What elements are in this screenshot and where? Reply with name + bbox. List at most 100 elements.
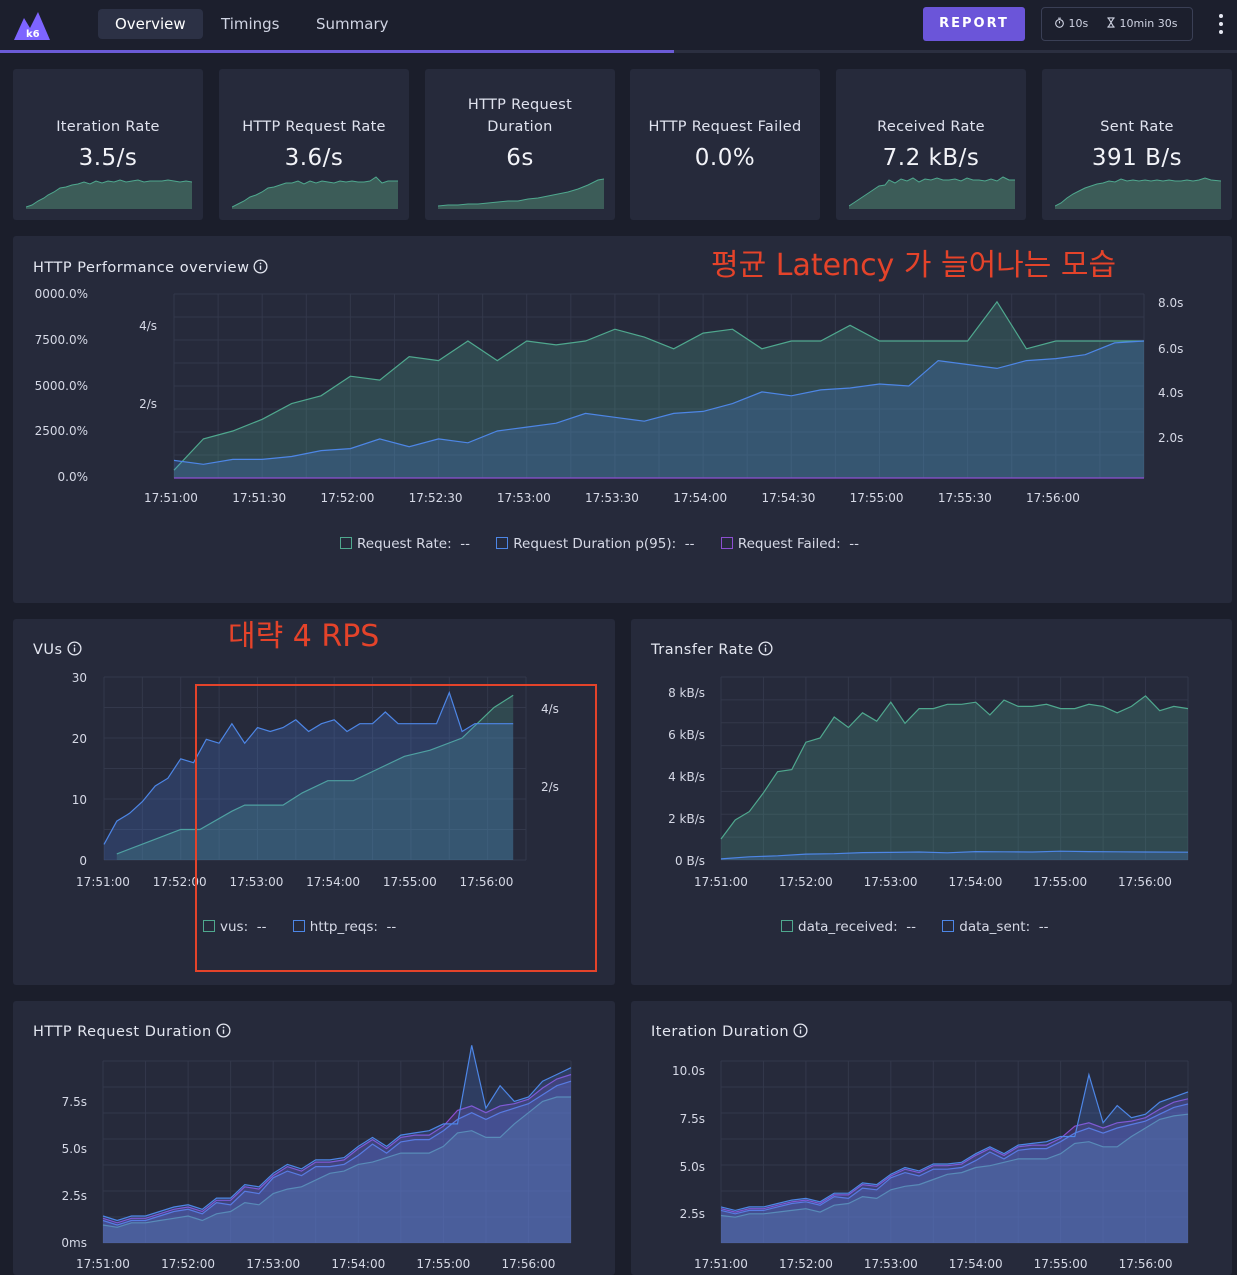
- panel-title: VUs: [33, 641, 82, 658]
- report-button[interactable]: REPORT: [923, 7, 1025, 41]
- x-axis-tick-label: 17:51:00: [694, 1257, 748, 1271]
- x-axis-tick-label: 17:55:00: [383, 875, 437, 889]
- elapsed-time: 10min 30s: [1106, 8, 1177, 40]
- legend-label: vus: [220, 919, 244, 935]
- y-axis-duration-tick-label: 6.0s: [1158, 342, 1183, 356]
- stopwatch-icon: [1055, 17, 1064, 28]
- x-axis-tick-label: 17:53:00: [246, 1257, 300, 1271]
- rps-annotation-box: [195, 684, 597, 972]
- y-axis-tick-label: 8 kB/s: [668, 686, 705, 700]
- tab-summary[interactable]: Summary: [316, 15, 389, 33]
- panel-title: Iteration Duration: [651, 1023, 808, 1040]
- x-axis-tick-label: 17:56:00: [460, 875, 514, 889]
- series-max-3-area: [721, 1074, 1188, 1243]
- series-p-90--1-line: [720, 1103, 1189, 1215]
- y-axis-tick-label: 7.5s: [62, 1095, 87, 1109]
- legend-label: data_sent: [959, 919, 1026, 935]
- legend-label: Request Rate: [357, 536, 448, 552]
- series-max-3-line: [102, 1045, 572, 1222]
- y-axis-tick-label: 0ms: [61, 1236, 87, 1250]
- y-axis-failed-tick-label: 2500.0%: [35, 424, 88, 438]
- vus-chart: 17:51:00 17:52:00 17:53:00 17:54:00 17:55:00…: [72, 671, 559, 889]
- test-progress-bar: [0, 50, 1237, 53]
- series-http-reqs-line: [103, 690, 514, 845]
- info-icon[interactable]: [793, 1023, 808, 1038]
- y-axis-vus-tick-label: 10: [72, 793, 87, 807]
- y-axis-failed-tick-label: 0.0%: [58, 470, 89, 484]
- iteration-duration-chart: 17:51:00 17:52:00 17:53:00 17:54:00 17:55:00…: [672, 1060, 1189, 1271]
- y-axis-tick-label: 4 kB/s: [668, 770, 705, 784]
- legend-request-failed[interactable]: Request Failed: --: [720, 536, 859, 552]
- stat-value: 3.6/s: [284, 145, 344, 171]
- x-axis-tick-label: 17:52:00: [153, 875, 207, 889]
- legend-data-received[interactable]: data_received: --: [781, 919, 916, 935]
- legend-data-sent[interactable]: data_sent: --: [942, 919, 1049, 935]
- http-request-rate-sparkline: [232, 176, 398, 209]
- x-axis-tick-label: 17:51:00: [76, 1257, 130, 1271]
- info-icon[interactable]: [216, 1023, 231, 1038]
- timer-box: 10s 10min 30s: [1041, 7, 1193, 41]
- y-axis-failed-tick-label: 7500.0%: [35, 333, 88, 347]
- y-axis-tick-label: 0 B/s: [675, 854, 705, 868]
- y-axis-tick-label: 10.0s: [672, 1064, 705, 1078]
- transfer-rate-panel: Transfer Rate 17:51:00 17:52:00 17:53:00 17…: [631, 619, 1232, 985]
- tab-overview[interactable]: Overview: [98, 9, 203, 39]
- legend-http-reqs[interactable]: http_reqs: --: [292, 919, 397, 935]
- info-icon[interactable]: [253, 259, 268, 274]
- legend-label: data_received: [798, 919, 894, 935]
- x-axis-tick-label: 17:54:00: [673, 491, 727, 505]
- x-axis-tick-label: 17:54:30: [761, 491, 815, 505]
- stat-card-http-request-failed: HTTP Request Failed 0.0%: [630, 69, 820, 220]
- legend-request-duration[interactable]: Request Duration p(95): --: [496, 536, 695, 552]
- test-progress-fill: [0, 50, 675, 53]
- stat-title: Sent Rate: [1100, 119, 1174, 135]
- y-axis-duration-tick-label: 2.0s: [1158, 431, 1183, 445]
- x-axis-tick-label: 17:52:30: [409, 491, 463, 505]
- series-avg-0-area: [103, 1097, 571, 1243]
- series-max-3-line: [720, 1072, 1189, 1212]
- x-axis-tick-label: 17:53:00: [864, 1257, 918, 1271]
- series-data-received-area: [721, 695, 1188, 860]
- http-request-duration-sparkline: [438, 178, 604, 209]
- refresh-interval[interactable]: 10s: [1054, 8, 1088, 40]
- y-axis-vus-tick-label: 30: [72, 671, 87, 685]
- chart-legend: Request Rate: -- Request Duration p(95):…: [340, 536, 881, 552]
- series-data-received-line: [720, 695, 1189, 840]
- series-p-90--1-line: [102, 1080, 572, 1226]
- tab-timings[interactable]: Timings: [221, 15, 280, 33]
- y-axis-tick-label: 7.5s: [680, 1112, 705, 1126]
- legend-label: http_reqs: [309, 919, 374, 935]
- chart-legend: vus: -- http_reqs: --: [203, 919, 418, 935]
- y-axis-rate-tick-label: 2/s: [139, 397, 157, 411]
- legend-value: --: [386, 919, 397, 935]
- y-axis-failed-tick-label: 5000.0%: [35, 379, 88, 393]
- y-axis-tick-label: 6 kB/s: [668, 728, 705, 742]
- info-icon[interactable]: [758, 641, 773, 656]
- x-axis-tick-label: 17:54:00: [949, 1257, 1003, 1271]
- x-axis-tick-label: 17:51:00: [144, 491, 198, 505]
- stat-title: Iteration Rate: [56, 119, 160, 135]
- rps-annotation: 대략 4 RPS: [228, 619, 380, 654]
- panel-title: HTTP Request Duration: [33, 1023, 231, 1040]
- http-request-duration-panel: HTTP Request Duration 17:51:00 17:52:00 17…: [13, 1001, 615, 1275]
- series-p-95--2-line: [102, 1073, 572, 1224]
- legend-label: Request Failed: [737, 536, 837, 552]
- panel-title-text: Transfer Rate: [651, 642, 754, 658]
- panel-title: Transfer Rate: [651, 641, 773, 658]
- panel-title-text: VUs: [33, 642, 63, 658]
- legend-request-rate[interactable]: Request Rate: --: [340, 536, 470, 552]
- legend-vus[interactable]: vus: --: [203, 919, 266, 935]
- series-p-95--2-line: [720, 1098, 1189, 1213]
- stat-value: 3.5/s: [78, 145, 138, 171]
- more-menu-icon[interactable]: [1212, 10, 1230, 38]
- info-icon[interactable]: [67, 641, 82, 656]
- http-performance-overview-panel: HTTP Performance overview 평균 Latency 가 늘…: [13, 236, 1232, 603]
- stat-title: HTTP Request Failed: [648, 119, 802, 135]
- x-axis-tick-label: 17:52:00: [161, 1257, 215, 1271]
- series-request-rate-line: [173, 300, 1144, 471]
- y-axis-failed-tick-label: 0000.0%: [35, 287, 88, 301]
- x-axis-tick-label: 17:56:00: [502, 1257, 556, 1271]
- stat-value: 6s: [506, 145, 534, 171]
- panel-title-text: Iteration Duration: [651, 1024, 790, 1040]
- k6-logo[interactable]: k6: [12, 6, 52, 42]
